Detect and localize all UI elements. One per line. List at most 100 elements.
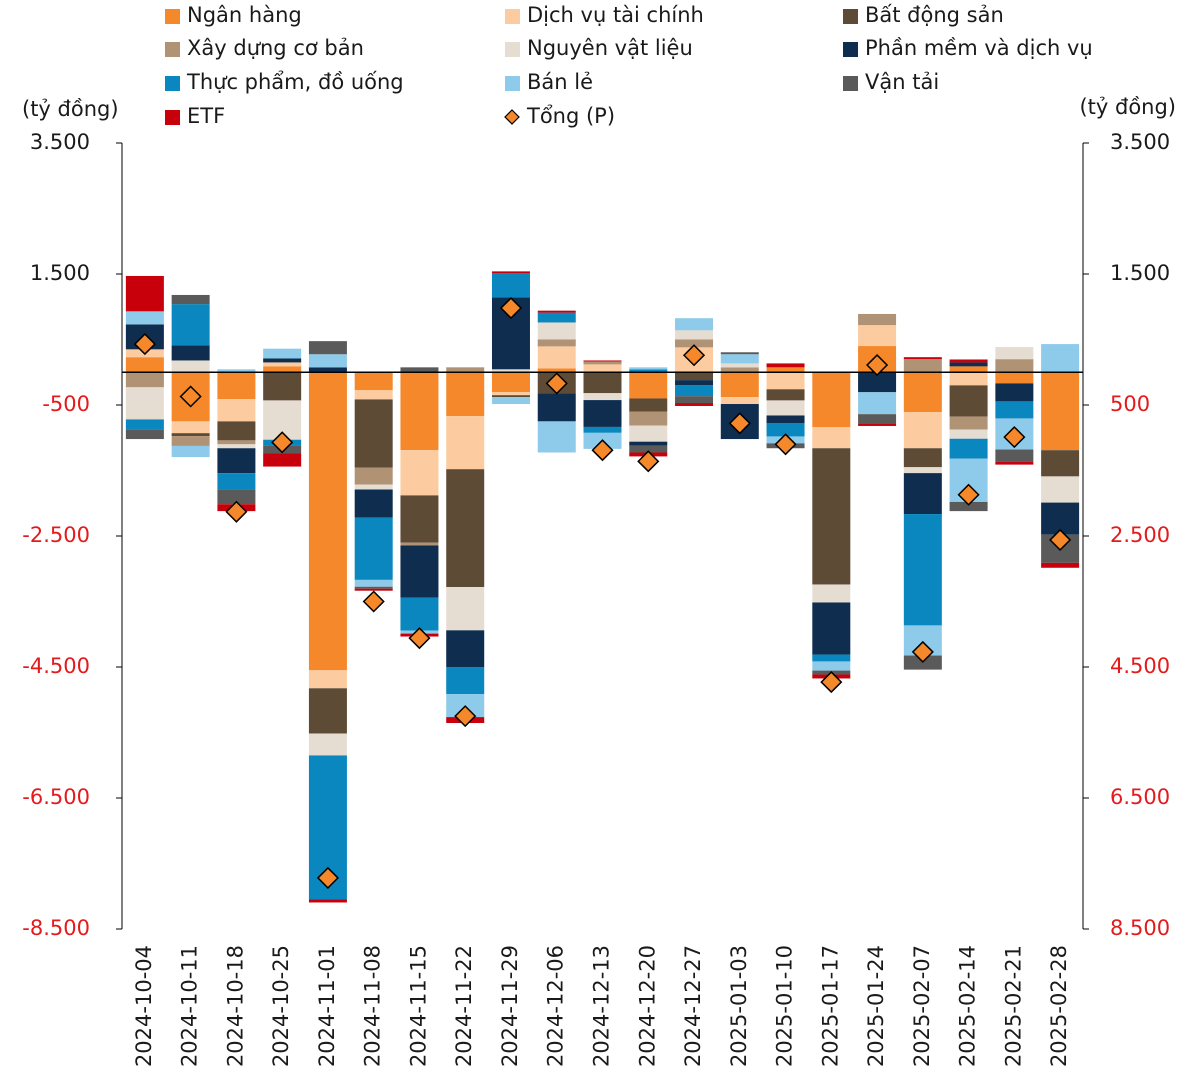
bar-segment <box>903 372 942 413</box>
y2-tick-label: 6.500 <box>1110 785 1170 809</box>
y-tick-label: 1.500 <box>30 261 90 285</box>
bar-segment <box>1041 372 1080 451</box>
bar-segment <box>949 429 988 439</box>
bar-segment <box>171 436 210 446</box>
x-tick-label: 2024-12-27 <box>681 945 705 1067</box>
bar-segment <box>903 357 942 360</box>
bar-segment <box>858 313 897 326</box>
bar-segment <box>583 393 622 401</box>
bar-segment <box>217 448 256 474</box>
bar-segment <box>858 372 897 393</box>
bar-segment <box>354 517 393 580</box>
bar-segment <box>354 579 393 587</box>
legend-marker <box>505 76 520 91</box>
bar-segment <box>858 414 897 424</box>
bar-segment <box>720 372 759 398</box>
bar-segment <box>537 322 576 340</box>
bar-segment <box>308 372 347 671</box>
total-marker <box>499 296 523 320</box>
bar-segment <box>949 501 988 512</box>
bar-segment <box>171 294 210 305</box>
bar-segment <box>812 661 851 671</box>
bar-segment <box>949 362 988 367</box>
bar-segment <box>766 363 805 368</box>
bar-segment <box>537 393 576 422</box>
bar-segment <box>995 401 1034 419</box>
total-marker <box>957 483 980 506</box>
bar-segment <box>446 469 485 588</box>
bar-segment <box>583 426 622 433</box>
bar-segment <box>537 421 576 453</box>
bar-segment <box>171 445 210 458</box>
x-tick-label: 2025-02-07 <box>910 945 934 1067</box>
bar-segment <box>995 461 1034 465</box>
bar-segment <box>217 473 256 490</box>
bar-segment <box>263 362 302 367</box>
x-tick-label: 2024-11-01 <box>315 945 339 1067</box>
bar-segment <box>400 450 439 496</box>
bar-segment <box>400 542 439 546</box>
bar-segment <box>308 733 347 756</box>
bar-segment <box>263 366 302 373</box>
bar-segment <box>354 489 393 518</box>
bar-segment <box>354 586 393 589</box>
legend-marker <box>165 76 180 91</box>
bar-segment <box>217 489 256 505</box>
bar-segment <box>720 397 759 405</box>
bar-segment <box>217 421 256 441</box>
bar-segment <box>903 412 942 449</box>
bar-segment <box>583 364 622 373</box>
bar-segment <box>675 403 714 406</box>
x-tick-label: 2024-10-25 <box>269 945 293 1067</box>
total-marker <box>133 333 156 356</box>
x-tick-label: 2024-11-22 <box>452 945 476 1067</box>
x-tick-label: 2025-02-14 <box>956 945 980 1067</box>
x-tick-label: 2025-02-21 <box>1001 945 1025 1067</box>
bar-segment <box>171 360 210 373</box>
bar-segment <box>125 311 164 325</box>
bar-segment <box>720 367 759 373</box>
bar-segment <box>903 448 942 468</box>
bar-segment <box>995 372 1034 384</box>
bar-segment <box>171 345 210 361</box>
legend-marker <box>505 42 520 57</box>
bar-segment <box>537 368 576 373</box>
bar-segment <box>217 372 256 400</box>
y-tick-label: -8.500 <box>22 916 90 940</box>
bar-segment <box>949 385 988 417</box>
total-marker <box>179 385 202 408</box>
total-marker <box>225 500 248 523</box>
x-tick-label: 2025-01-17 <box>818 945 842 1067</box>
bar-segment <box>629 398 668 412</box>
legend-marker <box>165 110 180 125</box>
bar-segment <box>1041 344 1080 373</box>
bar-segment <box>949 366 988 373</box>
x-tick-label: 2024-10-04 <box>132 945 156 1067</box>
bar-segment <box>171 433 210 437</box>
legend-marker <box>165 42 180 57</box>
bar-segment <box>400 367 439 373</box>
total-marker <box>545 372 568 395</box>
bar-segment <box>675 385 714 397</box>
legend-marker <box>504 109 520 125</box>
bar-segment <box>1041 476 1080 503</box>
bar-segment <box>125 372 164 388</box>
bar-segment <box>491 273 530 298</box>
bar-segment <box>1041 562 1080 568</box>
legend-label: Vận tải <box>865 70 939 94</box>
legend-marker <box>505 9 520 24</box>
y-axis-label: (tỷ đồng) <box>22 97 119 121</box>
bar-segment <box>400 597 439 631</box>
bar-segment <box>308 354 347 368</box>
bar-segment <box>583 360 622 362</box>
bar-segment <box>171 304 210 346</box>
bar-segment <box>995 383 1034 402</box>
x-tick-label: 2024-11-15 <box>406 945 430 1067</box>
bar-segment <box>537 339 576 347</box>
y2-tick-label: 500 <box>1110 392 1150 416</box>
total-marker <box>454 705 477 728</box>
bar-segment <box>949 359 988 363</box>
bar-segment <box>629 367 668 370</box>
bar-segment <box>583 400 622 427</box>
total-marker <box>911 640 934 663</box>
